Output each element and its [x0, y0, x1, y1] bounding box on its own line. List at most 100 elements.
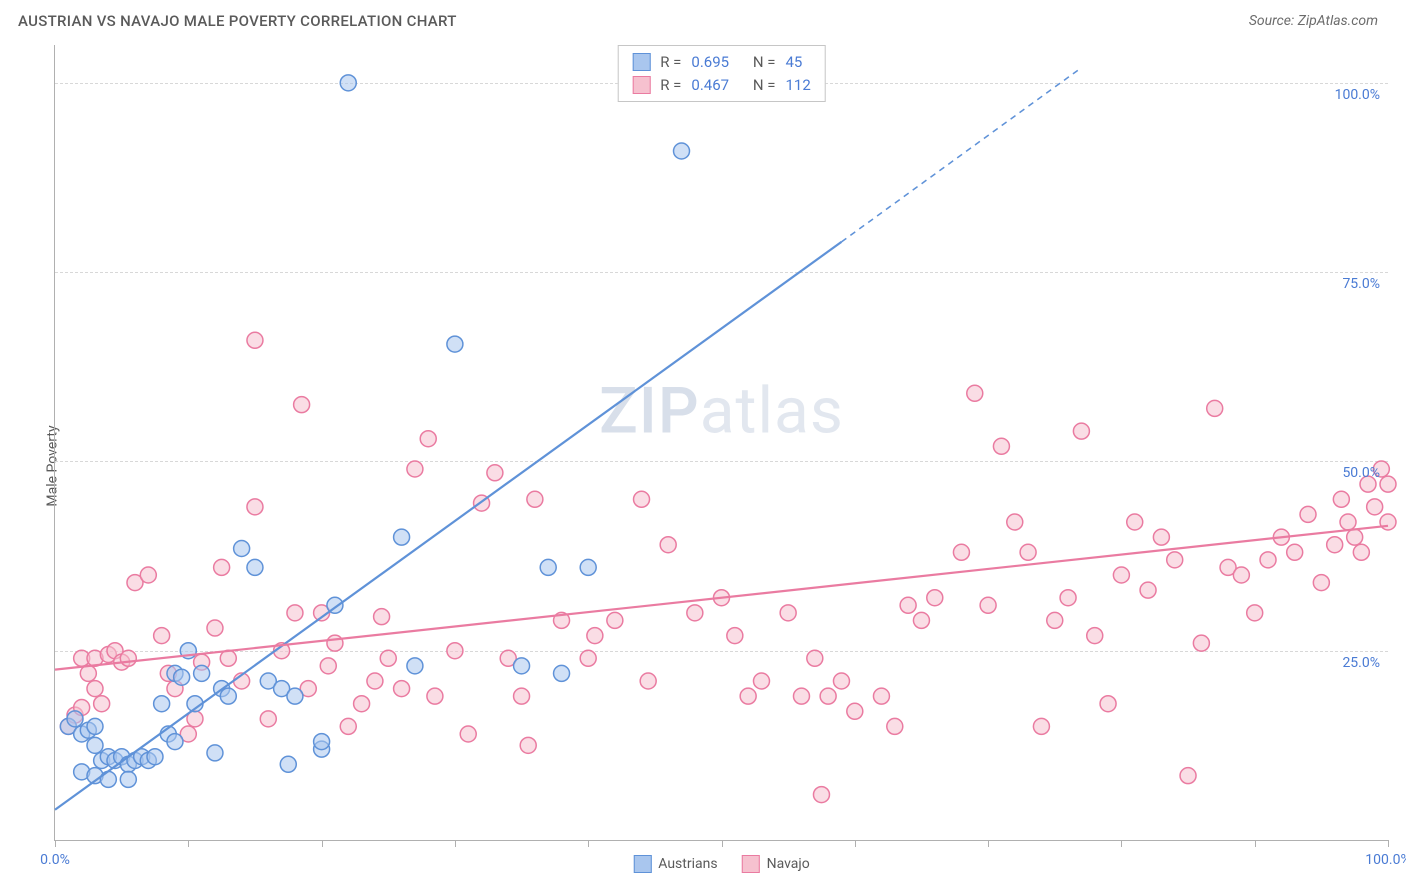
trend-line: [55, 526, 1388, 670]
scatter-point: [1380, 514, 1396, 530]
scatter-point: [740, 688, 756, 704]
legend-item: Austrians: [633, 855, 717, 873]
scatter-point: [427, 688, 443, 704]
scatter-point: [260, 711, 276, 727]
scatter-point: [1180, 768, 1196, 784]
scatter-point: [120, 771, 136, 787]
scatter-point: [993, 438, 1009, 454]
scatter-point: [287, 688, 303, 704]
source-label: Source: ZipAtlas.com: [1249, 13, 1378, 29]
scatter-point: [280, 756, 296, 772]
scatter-point: [1127, 514, 1143, 530]
scatter-point: [833, 673, 849, 689]
scatter-point: [1313, 575, 1329, 591]
chart-title: AUSTRIAN VS NAVAJO MALE POVERTY CORRELAT…: [18, 12, 457, 30]
scatter-point: [634, 491, 650, 507]
scatter-point: [214, 559, 230, 575]
scatter-point: [1353, 544, 1369, 560]
scatter-point: [367, 673, 383, 689]
scatter-point: [607, 612, 623, 628]
scatter-point: [94, 696, 110, 712]
scatter-point: [660, 537, 676, 553]
scatter-point: [527, 491, 543, 507]
scatter-point: [540, 559, 556, 575]
scatter-point: [813, 787, 829, 803]
scatter-point: [1327, 537, 1343, 553]
scatter-point: [1247, 605, 1263, 621]
scatter-point: [514, 688, 530, 704]
y-tick-label: 50.0%: [1342, 465, 1380, 481]
scatter-point: [87, 718, 103, 734]
scatter-point: [394, 681, 410, 697]
scatter-point: [687, 605, 703, 621]
scatter-point: [314, 734, 330, 750]
scatter-point: [1020, 544, 1036, 560]
chart-container: Male Poverty ZIPatlas R =0.695 N =45 R =…: [18, 45, 1388, 886]
scatter-point: [953, 544, 969, 560]
scatter-point: [1380, 476, 1396, 492]
scatter-point: [1233, 567, 1249, 583]
scatter-point: [1047, 612, 1063, 628]
y-tick-label: 25.0%: [1342, 655, 1380, 671]
y-tick-label: 75.0%: [1342, 276, 1380, 292]
scatter-point: [1193, 635, 1209, 651]
scatter-point: [220, 650, 236, 666]
correlation-swatch: [632, 53, 650, 71]
scatter-point: [580, 650, 596, 666]
plot-svg: [55, 45, 1388, 840]
scatter-point: [100, 771, 116, 787]
scatter-point: [194, 665, 210, 681]
scatter-point: [520, 737, 536, 753]
scatter-point: [980, 597, 996, 613]
scatter-point: [900, 597, 916, 613]
scatter-point: [1367, 499, 1383, 515]
scatter-point: [340, 718, 356, 734]
trend-line-dashed: [841, 68, 1081, 242]
scatter-point: [1207, 400, 1223, 416]
scatter-point: [354, 696, 370, 712]
scatter-point: [247, 559, 263, 575]
scatter-point: [1300, 506, 1316, 522]
scatter-point: [420, 431, 436, 447]
scatter-point: [753, 673, 769, 689]
scatter-point: [140, 567, 156, 583]
scatter-point: [67, 711, 83, 727]
legend-label: Austrians: [658, 856, 717, 872]
bottom-legend: Austrians Navajo: [633, 855, 809, 873]
scatter-point: [927, 590, 943, 606]
scatter-point: [580, 559, 596, 575]
scatter-point: [247, 499, 263, 515]
scatter-point: [1060, 590, 1076, 606]
scatter-point: [587, 628, 603, 644]
scatter-point: [447, 336, 463, 352]
scatter-point: [147, 749, 163, 765]
scatter-point: [220, 688, 236, 704]
scatter-point: [320, 658, 336, 674]
scatter-point: [887, 718, 903, 734]
scatter-point: [1087, 628, 1103, 644]
correlation-swatch: [632, 76, 650, 94]
scatter-point: [1073, 423, 1089, 439]
scatter-point: [120, 650, 136, 666]
y-tick-label: 100.0%: [1335, 87, 1380, 103]
scatter-point: [287, 605, 303, 621]
x-tick-label: 100.0%: [1365, 852, 1406, 868]
scatter-point: [207, 620, 223, 636]
scatter-point: [1100, 696, 1116, 712]
scatter-point: [727, 628, 743, 644]
scatter-point: [394, 529, 410, 545]
legend-swatch: [742, 855, 760, 873]
plot-area: ZIPatlas R =0.695 N =45 R =0.467 N =112 …: [54, 45, 1388, 841]
scatter-point: [793, 688, 809, 704]
legend-item: Navajo: [742, 855, 810, 873]
scatter-point: [374, 609, 390, 625]
scatter-point: [1333, 491, 1349, 507]
scatter-point: [447, 643, 463, 659]
scatter-point: [820, 688, 836, 704]
scatter-point: [1167, 552, 1183, 568]
scatter-point: [167, 734, 183, 750]
scatter-point: [247, 332, 263, 348]
scatter-point: [407, 461, 423, 477]
scatter-point: [294, 397, 310, 413]
scatter-point: [87, 681, 103, 697]
